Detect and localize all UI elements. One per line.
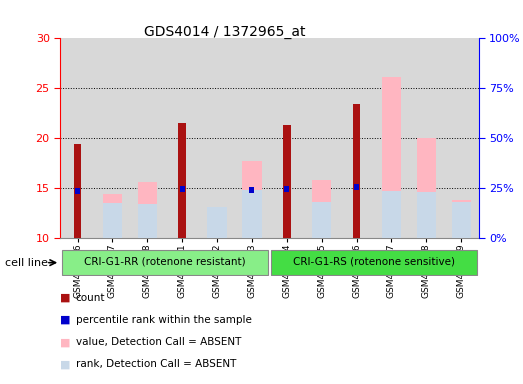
Bar bbox=[242, 161, 262, 238]
Text: ■: ■ bbox=[60, 293, 71, 303]
Bar bbox=[382, 77, 401, 238]
Text: ■: ■ bbox=[60, 337, 71, 347]
Bar bbox=[60, 38, 95, 238]
Bar bbox=[353, 104, 360, 238]
FancyBboxPatch shape bbox=[62, 250, 268, 275]
Text: value, Detection Call = ABSENT: value, Detection Call = ABSENT bbox=[76, 337, 241, 347]
Bar bbox=[312, 202, 331, 238]
Bar bbox=[354, 184, 359, 190]
Text: cell line: cell line bbox=[5, 258, 48, 268]
Bar bbox=[285, 186, 289, 192]
Bar bbox=[374, 38, 409, 238]
Bar bbox=[95, 38, 130, 238]
Bar bbox=[339, 38, 374, 238]
FancyBboxPatch shape bbox=[271, 250, 477, 275]
Bar bbox=[74, 144, 82, 238]
Bar bbox=[180, 186, 185, 192]
Text: percentile rank within the sample: percentile rank within the sample bbox=[76, 315, 252, 325]
Bar bbox=[451, 202, 471, 238]
Bar bbox=[304, 38, 339, 238]
Bar bbox=[103, 194, 122, 238]
Text: CRI-G1-RR (rotenone resistant): CRI-G1-RR (rotenone resistant) bbox=[84, 257, 246, 266]
Bar bbox=[208, 207, 226, 238]
Bar bbox=[417, 138, 436, 238]
Bar bbox=[382, 191, 401, 238]
Bar bbox=[130, 38, 165, 238]
Text: rank, Detection Call = ABSENT: rank, Detection Call = ABSENT bbox=[76, 359, 236, 369]
Bar bbox=[444, 38, 479, 238]
Bar bbox=[249, 187, 254, 193]
Bar bbox=[269, 38, 304, 238]
Bar bbox=[138, 182, 157, 238]
Bar bbox=[283, 125, 291, 238]
Bar bbox=[208, 225, 226, 238]
Bar bbox=[242, 190, 262, 238]
Bar bbox=[409, 38, 444, 238]
Bar bbox=[138, 204, 157, 238]
Bar bbox=[178, 123, 186, 238]
Bar bbox=[165, 38, 200, 238]
Bar bbox=[103, 203, 122, 238]
Bar bbox=[200, 38, 234, 238]
Bar bbox=[417, 192, 436, 238]
Text: GDS4014 / 1372965_at: GDS4014 / 1372965_at bbox=[144, 25, 305, 39]
Text: count: count bbox=[76, 293, 105, 303]
Bar bbox=[75, 189, 80, 194]
Text: CRI-G1-RS (rotenone sensitive): CRI-G1-RS (rotenone sensitive) bbox=[293, 257, 455, 266]
Bar bbox=[451, 200, 471, 238]
Bar bbox=[234, 38, 269, 238]
Text: ■: ■ bbox=[60, 315, 71, 325]
Text: ■: ■ bbox=[60, 359, 71, 369]
Bar bbox=[312, 180, 331, 238]
